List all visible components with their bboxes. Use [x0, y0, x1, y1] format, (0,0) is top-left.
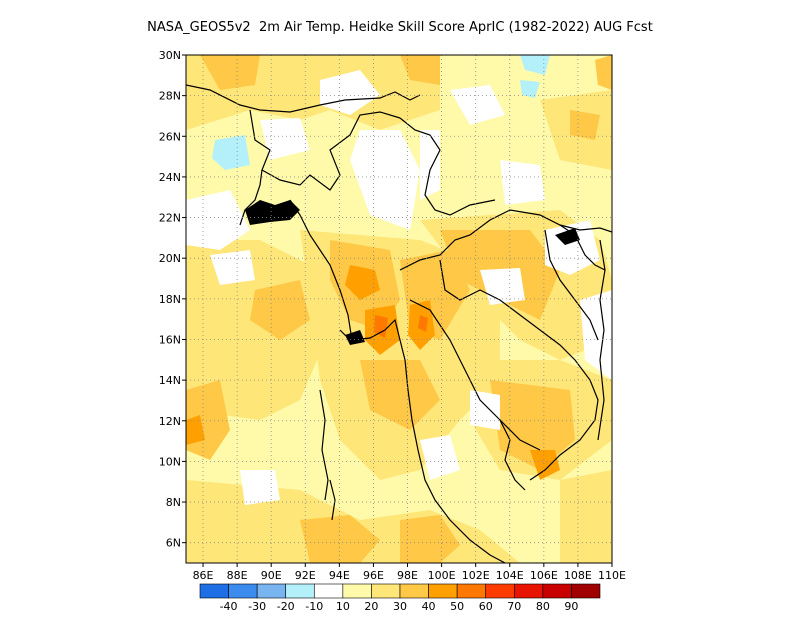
latitude-ticks: 6N 8N 10N 12N 14N 16N 18N 20N 22N 24N 26N 28N 30N — [159, 49, 186, 550]
lat-tick-label: 16N — [159, 333, 181, 346]
lon-tick-label: 104E — [496, 569, 524, 582]
lon-tick-label: 92E — [295, 569, 316, 582]
lon-tick-label: 106E — [530, 569, 558, 582]
colorbar-label: 50 — [450, 600, 464, 613]
colorbar-swatch — [485, 583, 515, 599]
colorbar-swatch — [456, 583, 487, 599]
colorbar-swatch — [285, 583, 315, 599]
colorbar-swatch — [399, 583, 429, 599]
coastlines — [186, 84, 612, 563]
coastline-dense-segments — [245, 200, 580, 345]
lon-tick-label: 110E — [598, 569, 626, 582]
colorbar-swatch — [342, 583, 372, 599]
colorbar-label: -20 — [277, 600, 295, 613]
lon-tick-label: 88E — [227, 569, 248, 582]
lon-tick-label: 108E — [564, 569, 592, 582]
lon-tick-label: 98E — [397, 569, 418, 582]
colorbar: -40 -30 -20 -10 10 20 30 40 50 60 70 80 90 — [199, 583, 601, 613]
lon-tick-label: 102E — [462, 569, 490, 582]
lat-tick-label: 24N — [159, 171, 181, 184]
lon-tick-label: 100E — [428, 569, 456, 582]
colorbar-swatch — [571, 583, 601, 599]
lon-tick-label: 90E — [261, 569, 282, 582]
colorbar-label: 60 — [479, 600, 493, 613]
colorbar-label: 70 — [507, 600, 521, 613]
lat-tick-label: 12N — [159, 415, 181, 428]
colorbar-label: 90 — [564, 600, 578, 613]
lat-tick-label: 20N — [159, 252, 181, 265]
colorbar-label: 80 — [536, 600, 550, 613]
colorbar-swatch — [199, 583, 229, 599]
lat-tick-label: 6N — [166, 537, 181, 550]
colorbar-swatch — [313, 583, 344, 599]
lat-tick-label: 22N — [159, 212, 181, 225]
plot-frame — [185, 54, 613, 564]
lat-tick-label: 18N — [159, 293, 181, 306]
lat-tick-label: 10N — [159, 455, 181, 468]
colorbar-swatch — [371, 583, 401, 599]
colorbar-label: -30 — [248, 600, 266, 613]
lat-tick-label: 30N — [159, 49, 181, 62]
colorbar-label: -40 — [220, 600, 238, 613]
colorbar-swatch — [428, 583, 458, 599]
lat-tick-label: 26N — [159, 130, 181, 143]
colorbar-label: -10 — [305, 600, 323, 613]
colorbar-swatch — [256, 583, 287, 599]
colorbar-label: 20 — [364, 600, 378, 613]
lon-tick-label: 96E — [363, 569, 384, 582]
colorbar-label: 30 — [393, 600, 407, 613]
colorbar-swatch — [513, 583, 544, 599]
map-title: NASA_GEOS5v2 2m Air Temp. Heidke Skill S… — [147, 20, 653, 35]
field-neg-10 — [212, 55, 550, 170]
colorbar-swatch — [228, 583, 258, 599]
field-50-60 — [374, 315, 428, 338]
colorbar-swatch — [542, 583, 572, 599]
lat-tick-label: 8N — [166, 496, 181, 509]
lon-tick-label: 94E — [329, 569, 350, 582]
colorbar-label: 10 — [336, 600, 350, 613]
field-layer — [186, 55, 612, 563]
field-white — [186, 70, 612, 505]
lon-tick-label: 86E — [193, 569, 214, 582]
lat-tick-label: 28N — [159, 90, 181, 103]
colorbar-label: 40 — [422, 600, 436, 613]
longitude-ticks: 86E 88E 90E 92E 94E 96E 98E 100E 102E 104E 106E 108… — [193, 563, 626, 582]
lat-tick-label: 14N — [159, 374, 181, 387]
